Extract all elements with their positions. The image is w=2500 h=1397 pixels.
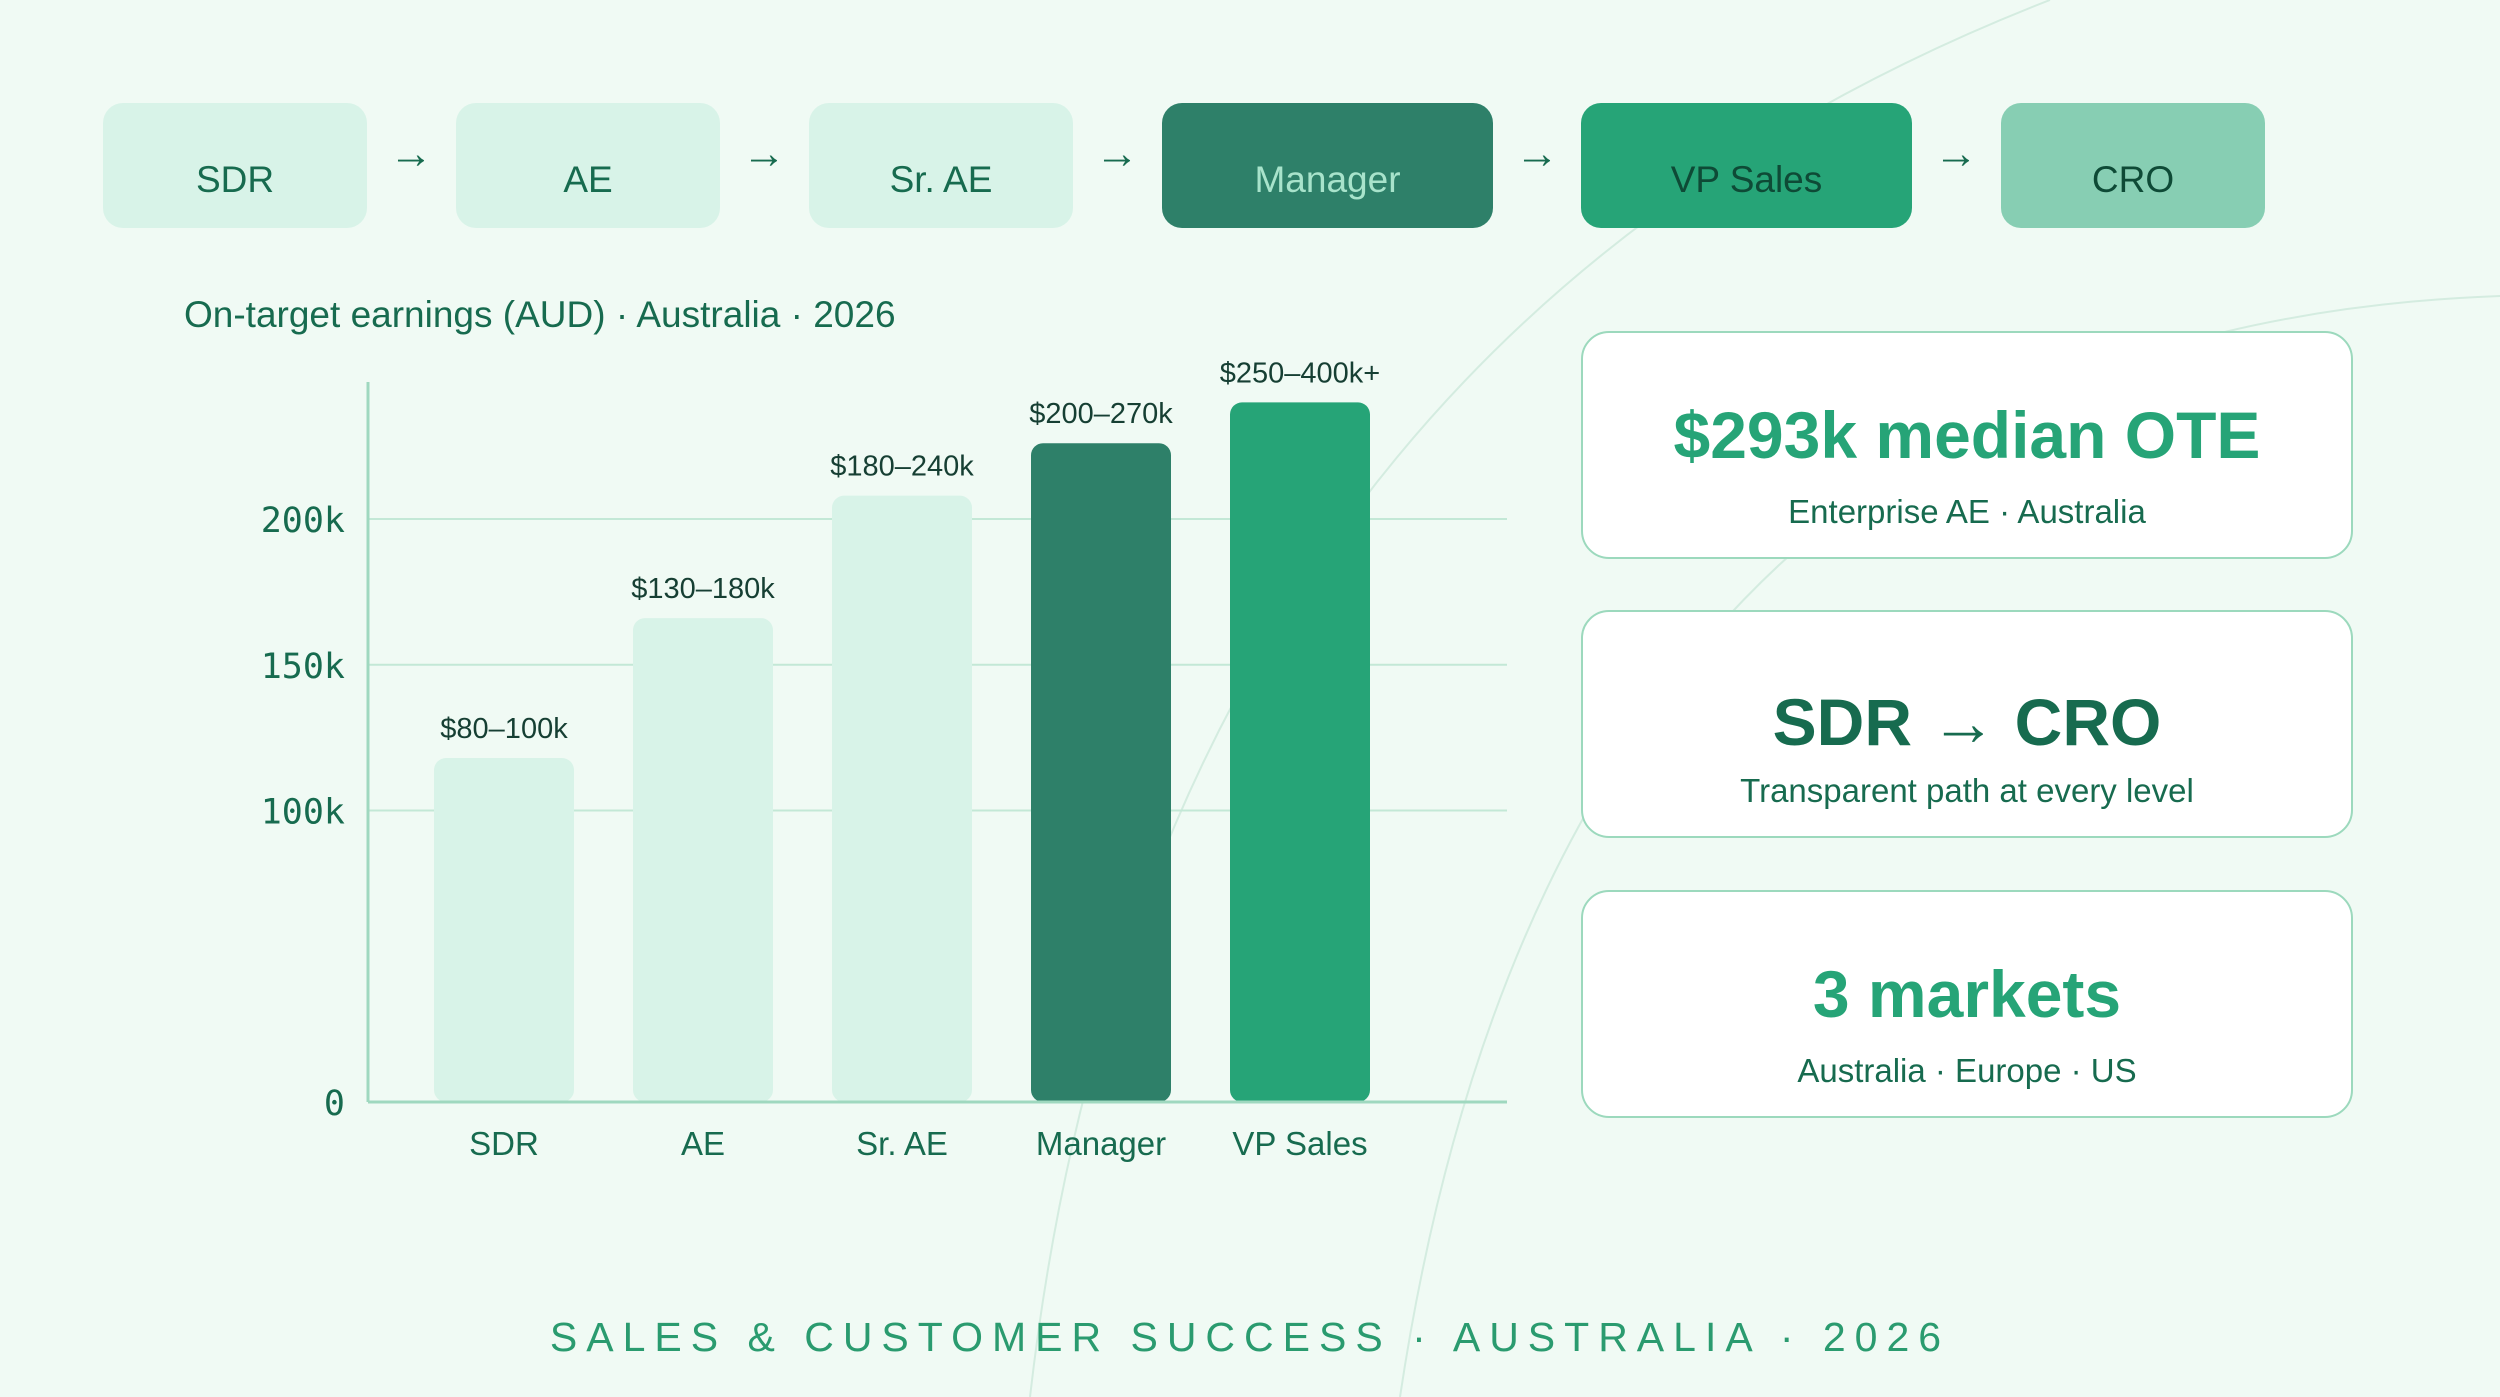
x-tick-label: VP Sales [1232, 1125, 1367, 1162]
ladder-step-sdr: SDR [103, 103, 367, 228]
card-subtitle: Enterprise AE · Australia [1788, 493, 2146, 530]
card-headline: 3 markets [1812, 957, 2122, 1031]
stat-card-career-path: SDR → CRO Transparent path at every leve… [1581, 610, 2353, 838]
x-tick-label: AE [681, 1125, 725, 1162]
bar [1230, 402, 1370, 1102]
card-subtitle: Transparent path at every level [1740, 772, 2194, 809]
footer-tagline: SALES & CUSTOMER SUCCESS · AUSTRALIA · 2… [549, 1314, 1951, 1360]
bar-data-label: $180–240k [830, 451, 974, 483]
y-tick-label: 100k [261, 793, 345, 833]
bar-data-label: $130–180k [631, 573, 775, 605]
bar [434, 758, 574, 1102]
ote-bar-chart: 0 100k 150k 200k $80–100k SDR $130–180k AE $180–… [261, 357, 1507, 1162]
ladder-step-sr-ae: Sr. AE [809, 103, 1073, 228]
y-tick-label: 0 [324, 1084, 345, 1124]
y-tick-label: 200k [261, 501, 345, 541]
ladder-step-vp-sales: VP Sales [1581, 103, 1912, 228]
x-tick-label: Sr. AE [856, 1125, 948, 1162]
arrow-right-icon: → [1095, 129, 1139, 178]
stat-card-markets: 3 markets Australia · Europe · US [1581, 890, 2353, 1118]
arrow-right-icon: → [742, 129, 786, 178]
bar-data-label: $200–270k [1029, 398, 1173, 430]
ladder-step-cro: CRO [2001, 103, 2265, 228]
ladder-step-ae: AE [456, 103, 720, 228]
bar [1031, 443, 1171, 1102]
ladder-step-manager: Manager [1162, 103, 1493, 228]
x-tick-label: Manager [1036, 1125, 1166, 1162]
stat-card-median-ote: $293k median OTE Enterprise AE · Austral… [1581, 331, 2353, 559]
bar-data-label: $80–100k [440, 713, 568, 745]
bar [633, 618, 773, 1102]
card-headline: $293k median OTE [1673, 398, 2261, 472]
bar-data-label: $250–400k+ [1220, 357, 1380, 389]
y-tick-label: 150k [261, 647, 345, 687]
bar [832, 495, 972, 1102]
x-tick-label: SDR [469, 1125, 539, 1162]
card-headline: SDR → CRO [1772, 685, 2162, 759]
arrow-right-icon: → [389, 129, 433, 178]
card-subtitle: Australia · Europe · US [1797, 1052, 2137, 1089]
arrow-right-icon: → [1934, 129, 1978, 178]
chart-title: On-target earnings (AUD) · Australia · 2… [184, 294, 896, 335]
arrow-right-icon: → [1515, 129, 1559, 178]
